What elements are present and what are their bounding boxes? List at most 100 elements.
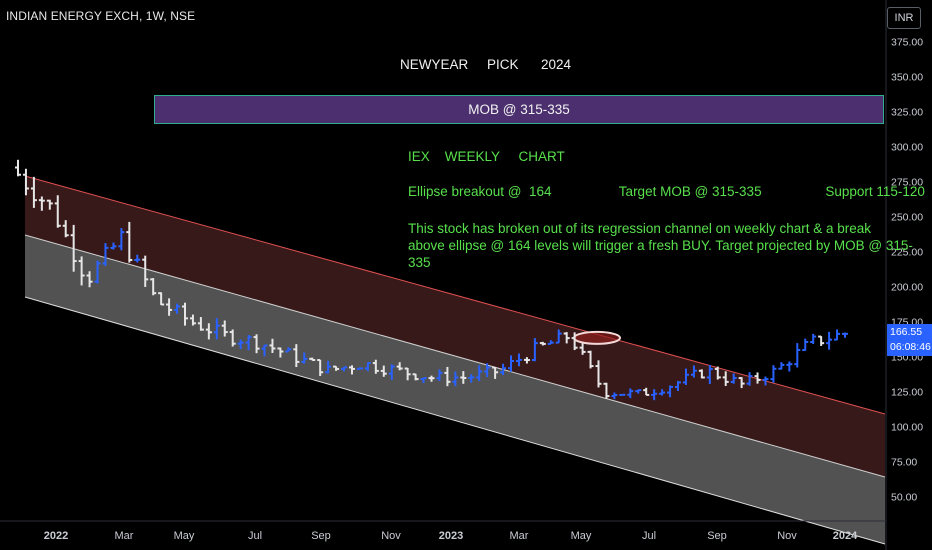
price-tick-label: 125.00 bbox=[891, 387, 923, 399]
ohlc-bar bbox=[627, 388, 634, 399]
note-line-1: IEX WEEKLY CHART bbox=[408, 149, 565, 164]
ohlc-bar bbox=[754, 372, 761, 384]
ohlc-bar bbox=[810, 333, 817, 344]
ohlc-bar bbox=[277, 347, 284, 358]
ohlc-bar bbox=[659, 389, 666, 396]
ohlc-bar bbox=[420, 377, 427, 384]
last-price-value: 166.55 bbox=[890, 326, 923, 338]
ohlc-bar bbox=[802, 338, 809, 352]
ohlc-bar bbox=[826, 331, 833, 350]
ohlc-bar bbox=[94, 260, 101, 284]
ohlc-bar bbox=[436, 369, 443, 381]
ohlc-bar bbox=[595, 360, 602, 388]
ohlc-bar bbox=[539, 341, 546, 346]
ohlc-bar bbox=[651, 389, 658, 401]
channel-mid-line bbox=[24, 234, 886, 478]
ohlc-bar bbox=[197, 317, 204, 331]
channel-lower-band bbox=[25, 235, 885, 544]
ohlc-bar bbox=[587, 350, 594, 369]
ohlc-bar bbox=[285, 347, 292, 353]
ohlc-bar bbox=[675, 380, 682, 391]
ohlc-bar bbox=[476, 365, 483, 382]
time-tick-label: 2024 bbox=[833, 530, 858, 542]
ohlc-bar bbox=[428, 375, 435, 382]
chart-heading: NEWYEAR PICK 2024 bbox=[400, 57, 572, 72]
channel-upper-band bbox=[25, 176, 885, 477]
time-tick-label: 2023 bbox=[439, 530, 463, 542]
time-tick-label: Jul bbox=[248, 530, 262, 542]
ohlc-bar bbox=[325, 360, 332, 374]
ohlc-bar bbox=[309, 357, 316, 362]
ohlc-bar bbox=[468, 374, 475, 383]
ohlc-bar bbox=[46, 199, 53, 210]
time-tick-label: May bbox=[174, 530, 195, 542]
ohlc-bar bbox=[189, 314, 196, 326]
price-tick-label: 100.00 bbox=[891, 422, 923, 434]
ellipse-shape bbox=[573, 330, 621, 345]
ohlc-bar bbox=[388, 364, 395, 381]
ohlc-bar bbox=[110, 242, 117, 250]
channel-lower-line bbox=[24, 296, 886, 545]
ohlc-bar bbox=[531, 338, 538, 362]
ohlc-bar bbox=[341, 366, 348, 372]
ohlc-bar bbox=[221, 320, 228, 337]
price-tick-label: 250.00 bbox=[891, 212, 923, 224]
ohlc-bar bbox=[30, 176, 37, 208]
time-axis[interactable]: 2022 Mar May Jul Sep Nov 2023 Mar May Jul Sep Nov 20… bbox=[0, 520, 886, 542]
ohlc-bar bbox=[261, 344, 268, 357]
price-tick-label: 225.00 bbox=[891, 247, 923, 259]
note-line-4: above ellipse @ 164 levels will trigger … bbox=[408, 238, 913, 253]
ohlc-bar bbox=[444, 366, 451, 387]
ohlc-bar bbox=[738, 377, 745, 389]
ohlc-bar bbox=[158, 292, 165, 306]
price-tick-label: 325.00 bbox=[891, 107, 923, 119]
bar-countdown: 06:08:46 bbox=[890, 341, 931, 353]
ohlc-bar bbox=[746, 372, 753, 386]
ohlc-bar bbox=[492, 366, 499, 379]
ohlc-bar bbox=[452, 371, 459, 387]
ohlc-bar bbox=[611, 392, 618, 400]
ohlc-bars bbox=[15, 159, 848, 401]
ohlc-bar bbox=[150, 278, 157, 296]
ohlc-bar bbox=[269, 338, 276, 353]
ohlc-bar bbox=[166, 298, 173, 316]
price-tick-label: 75.00 bbox=[891, 457, 917, 469]
ohlc-bar bbox=[86, 271, 93, 288]
breakout-ellipse bbox=[573, 330, 621, 345]
ohlc-bar bbox=[54, 195, 61, 228]
ohlc-bar bbox=[667, 385, 674, 398]
price-tick-label: 375.00 bbox=[891, 37, 923, 49]
note-line-5: 335 bbox=[408, 255, 431, 270]
ohlc-bar bbox=[412, 373, 419, 381]
ohlc-bar bbox=[460, 371, 467, 384]
ohlc-bar bbox=[62, 220, 69, 238]
ohlc-bar bbox=[786, 361, 793, 372]
ohlc-bar bbox=[118, 228, 125, 251]
time-tick-label: Sep bbox=[311, 530, 331, 542]
time-tick-label: Nov bbox=[381, 530, 401, 542]
ohlc-bar bbox=[523, 357, 530, 364]
ohlc-bar bbox=[603, 382, 610, 400]
ohlc-bar bbox=[174, 303, 181, 314]
ohlc-bar bbox=[619, 393, 626, 396]
time-tick-label: Mar bbox=[510, 530, 529, 542]
ohlc-bar bbox=[722, 371, 729, 386]
ohlc-bar bbox=[237, 339, 244, 350]
ohlc-bar bbox=[356, 367, 363, 370]
price-tick-label: 300.00 bbox=[891, 142, 923, 154]
ohlc-bar bbox=[500, 363, 507, 375]
ohlc-bar bbox=[142, 255, 149, 287]
currency-button[interactable]: INR bbox=[887, 7, 921, 29]
ohlc-bar bbox=[770, 365, 777, 383]
price-axis[interactable]: 375.00 350.00 325.00 300.00 275.00 250.00 225.… bbox=[885, 0, 923, 550]
ohlc-bar bbox=[555, 329, 562, 344]
ohlc-bar bbox=[643, 387, 650, 396]
ohlc-bar bbox=[730, 373, 737, 384]
ohlc-bar bbox=[317, 359, 324, 377]
ohlc-bar bbox=[714, 366, 721, 380]
ohlc-bar bbox=[547, 340, 554, 345]
ohlc-bar bbox=[78, 256, 85, 286]
price-tick-label: 50.00 bbox=[891, 492, 917, 504]
ohlc-bar bbox=[333, 365, 340, 371]
